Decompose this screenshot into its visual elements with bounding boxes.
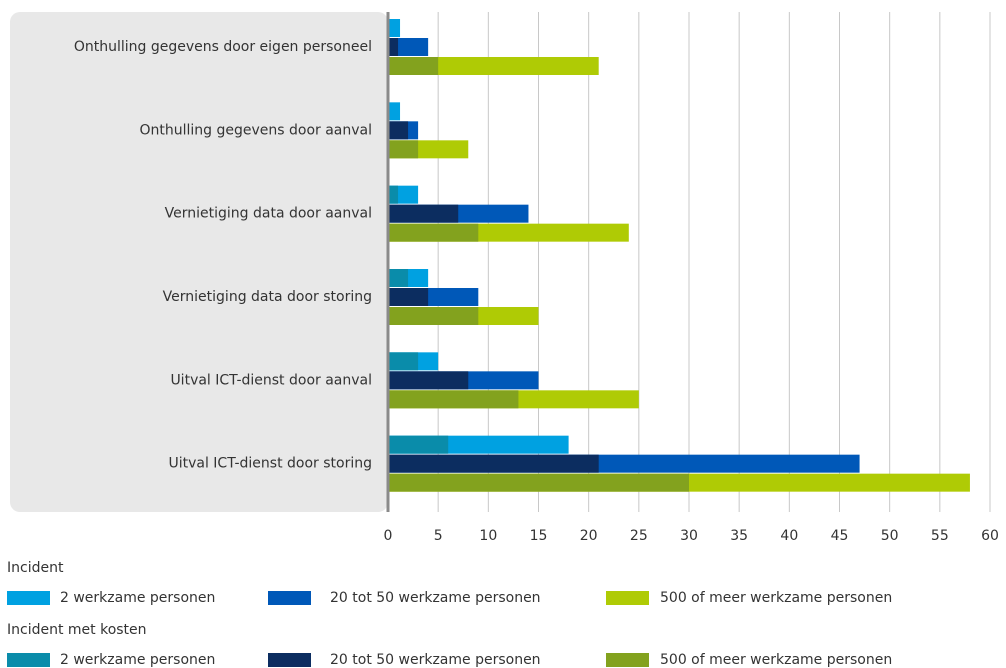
y-tick-label: Onthulling gegevens door eigen personeel (74, 39, 372, 55)
bar (388, 454, 599, 473)
x-tick-label: 60 (981, 528, 999, 544)
x-tick-label: 0 (384, 528, 393, 544)
bar (388, 473, 689, 492)
bar (388, 121, 409, 140)
y-tick-label: Uitval ICT-dienst door storing (168, 456, 372, 472)
x-tick-label: 25 (630, 528, 648, 544)
y-tick-label: Vernietiging data door aanval (165, 206, 372, 222)
legend-label: 2 werkzame personen (60, 590, 215, 606)
x-tick-label: 50 (881, 528, 899, 544)
bar (388, 140, 419, 159)
x-tick-label: 20 (580, 528, 598, 544)
bar (388, 185, 399, 204)
x-tick-label: 5 (434, 528, 443, 544)
bar (388, 371, 469, 390)
legend-label: 500 of meer werkzame personen (660, 652, 892, 668)
bar (388, 19, 401, 37)
legend-label: 2 werkzame personen (60, 652, 215, 668)
bar (388, 204, 459, 223)
x-tick-label: 10 (479, 528, 497, 544)
legend-swatch (268, 653, 311, 667)
legend-swatch (606, 591, 649, 605)
bar (388, 57, 439, 75)
bar (388, 57, 599, 75)
legend-swatch (606, 653, 649, 667)
x-tick-label: 40 (780, 528, 798, 544)
legend-label: 500 of meer werkzame personen (660, 590, 892, 606)
x-tick-label: 15 (530, 528, 548, 544)
y-tick-label: Uitval ICT-dienst door aanval (170, 372, 372, 388)
x-tick-label: 45 (831, 528, 849, 544)
legend-title: Incident met kosten (7, 622, 147, 638)
legend-swatch (7, 653, 50, 667)
bar (388, 307, 479, 325)
bar (388, 352, 419, 371)
label-panel (10, 12, 388, 512)
y-tick-label: Onthulling gegevens door aanval (139, 122, 372, 138)
bar (388, 223, 479, 242)
bar (388, 269, 409, 287)
x-tick-label: 55 (931, 528, 949, 544)
bar (388, 390, 519, 409)
legend-label: 20 tot 50 werkzame personen (330, 652, 541, 668)
legend-swatch (7, 591, 50, 605)
x-tick-label: 30 (680, 528, 698, 544)
bar (388, 38, 399, 56)
legend-title: Incident (7, 560, 64, 576)
bar (388, 288, 429, 306)
legend-swatch (268, 591, 311, 605)
bar (388, 102, 401, 121)
y-tick-label: Vernietiging data door storing (163, 289, 372, 305)
bar (388, 435, 449, 454)
x-tick-label: 35 (730, 528, 748, 544)
legend-label: 20 tot 50 werkzame personen (330, 590, 541, 606)
